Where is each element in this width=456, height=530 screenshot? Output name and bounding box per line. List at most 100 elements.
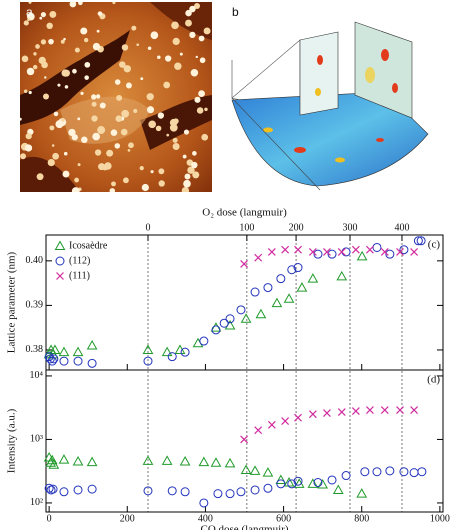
marker-triangle xyxy=(263,468,272,476)
marker-x xyxy=(282,246,289,253)
stm-dot xyxy=(63,38,66,41)
marker-circle xyxy=(237,488,245,496)
figure: a b 0.380.390.400100200300400O₂ dose (la… xyxy=(0,0,456,530)
stm-dot xyxy=(199,36,205,42)
stm-dot xyxy=(157,56,161,60)
stm-dot xyxy=(57,84,60,87)
marker-triangle xyxy=(176,345,185,353)
stm-dot xyxy=(173,118,179,124)
stm-dot xyxy=(121,110,129,118)
panel-label: b xyxy=(232,5,239,19)
marker-circle xyxy=(373,243,381,251)
marker-triangle xyxy=(88,458,97,466)
stm-dot xyxy=(98,11,103,16)
marker-triangle xyxy=(194,339,203,347)
stm-dot xyxy=(55,120,63,128)
stm-dot xyxy=(37,173,44,180)
stm-dot xyxy=(61,69,68,76)
marker-circle xyxy=(264,284,272,292)
stm-dot xyxy=(180,53,183,56)
legend-label: (111) xyxy=(69,270,90,281)
stm-dot xyxy=(165,55,171,61)
stm-dot xyxy=(78,0,83,5)
stm-dot xyxy=(185,20,192,27)
stm-dot xyxy=(49,11,56,18)
stm-dot xyxy=(148,46,152,50)
stm-dot xyxy=(166,134,169,137)
marker-circle xyxy=(200,499,208,507)
stm-dot xyxy=(192,151,197,156)
stm-dot xyxy=(43,94,49,100)
stm-dot xyxy=(28,1,31,4)
marker-x xyxy=(57,273,64,280)
stm-dot xyxy=(72,187,80,195)
marker-triangle xyxy=(199,458,208,466)
stm-dot xyxy=(131,26,136,31)
stm-dot xyxy=(124,65,131,72)
x-tick-label: 0 xyxy=(47,513,52,524)
marker-triangle xyxy=(297,283,306,291)
x2-tick-label: 0 xyxy=(145,222,150,233)
marker-triangle xyxy=(357,489,366,497)
stm-dot xyxy=(84,62,90,68)
stm-dot xyxy=(70,1,77,8)
marker-circle xyxy=(342,472,350,480)
stm-dot xyxy=(204,108,207,111)
stm-dot xyxy=(151,170,154,173)
marker-triangle xyxy=(285,478,294,486)
marker-x xyxy=(411,407,418,414)
marker-x xyxy=(309,411,316,418)
stm-dot xyxy=(191,69,199,77)
x-axis-label: CO dose (langmuir) xyxy=(201,524,289,530)
stm-dot xyxy=(27,68,34,75)
marker-triangle xyxy=(272,299,281,307)
stm-dot xyxy=(171,22,179,30)
marker-circle xyxy=(181,488,189,496)
marker-triangle xyxy=(251,466,260,474)
stm-dot xyxy=(201,134,208,141)
stm-dot xyxy=(140,77,143,80)
y-tick-label: 10³ xyxy=(30,434,43,445)
x-tick-label: 1000 xyxy=(430,513,450,524)
stm-dot xyxy=(173,138,178,143)
stm-dot xyxy=(122,44,128,50)
legend-label: (112) xyxy=(69,255,90,266)
stm-dot xyxy=(63,171,70,178)
stm-dot xyxy=(112,1,115,4)
marker-circle xyxy=(226,490,234,498)
marker-circle xyxy=(88,359,96,367)
marker-x xyxy=(323,248,330,255)
stm-dot xyxy=(46,23,52,29)
panel-label: (d) xyxy=(427,374,440,386)
diffraction-3d xyxy=(232,22,428,190)
stm-dot xyxy=(140,166,144,170)
stm-dot xyxy=(174,63,181,70)
marker-circle xyxy=(74,486,82,494)
marker-circle xyxy=(418,468,426,476)
stm-image xyxy=(19,0,212,194)
marker-x xyxy=(268,421,275,428)
stm-dot xyxy=(96,94,100,98)
stm-dot xyxy=(35,44,40,49)
stm-dot xyxy=(52,144,55,147)
stm-dot xyxy=(126,83,132,89)
x2-tick-label: 100 xyxy=(239,222,254,233)
stm-dot xyxy=(72,69,77,74)
stm-dot xyxy=(72,134,78,140)
marker-x xyxy=(352,408,359,415)
stm-dot xyxy=(204,28,211,35)
marker-circle xyxy=(400,468,408,476)
stm-dot xyxy=(159,180,165,186)
marker-triangle xyxy=(242,314,251,322)
marker-triangle xyxy=(226,321,235,329)
marker-x xyxy=(338,409,345,416)
marker-circle xyxy=(361,468,369,476)
stm-dot xyxy=(189,6,195,12)
panel-label: (c) xyxy=(428,239,441,251)
stm-dot xyxy=(54,112,59,117)
marker-x xyxy=(411,248,418,255)
stm-dot xyxy=(49,125,54,130)
marker-x xyxy=(352,246,359,253)
marker-x xyxy=(366,246,373,253)
stm-dot xyxy=(92,133,100,141)
